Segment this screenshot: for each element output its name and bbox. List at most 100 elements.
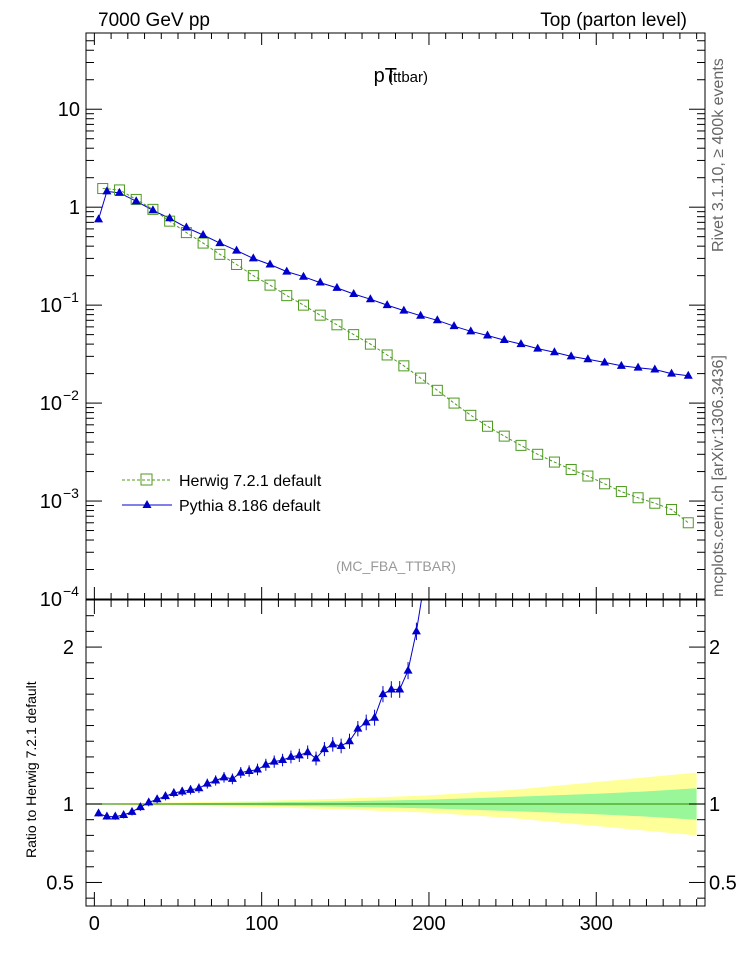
- header-energy: 7000 GeV pp: [98, 10, 210, 31]
- ratio-data-point: [386, 684, 396, 693]
- main-y-tick-label: 10: [40, 589, 62, 611]
- pythia-data-point: [633, 362, 643, 371]
- ratio-y-tick-label-right: 1: [709, 794, 720, 816]
- herwig-data-point: [431, 384, 443, 396]
- herwig-data-point: [666, 503, 678, 515]
- pythia-data-point: [566, 351, 576, 360]
- herwig-data-point: [448, 397, 460, 409]
- ratio-data-point: [269, 756, 279, 765]
- legend-pythia-label: Pythia 8.186 default: [179, 498, 321, 515]
- herwig-data-point: [130, 193, 142, 205]
- herwig-data-point: [482, 420, 494, 432]
- ratio-data-point: [94, 808, 104, 817]
- ratio-data-point: [169, 788, 179, 797]
- main-y-tick-label: 10: [58, 99, 80, 121]
- herwig-series-points: [97, 183, 694, 529]
- herwig-data-point: [498, 430, 510, 442]
- ratio-data-point: [219, 772, 229, 781]
- ratio-y-axis-label: Ratio to Herwig 7.2.1 default: [23, 681, 39, 858]
- pythia-data-point: [432, 315, 442, 324]
- main-y-tick-label: 1: [69, 197, 80, 219]
- pythia-data-point: [683, 370, 693, 379]
- ratio-data-point: [202, 778, 212, 787]
- pythia-data-point: [248, 253, 258, 262]
- herwig-data-point: [465, 409, 477, 421]
- legend-pythia-triangle-marker: [142, 500, 152, 508]
- pythia-series-points: [94, 186, 693, 379]
- ratio-data-point: [211, 775, 221, 784]
- ratio-data-point: [110, 811, 120, 820]
- ratio-data-point: [278, 755, 288, 764]
- ratio-data-point: [135, 802, 145, 811]
- ratio-data-point: [353, 723, 363, 732]
- herwig-data-point: [147, 203, 159, 215]
- pythia-data-point: [499, 335, 509, 344]
- pythia-data-point: [382, 300, 392, 309]
- ratio-data-point: [127, 806, 137, 815]
- ratio-axes: 0.5 0.5 1 1 2 2 0 100 200 300: [46, 600, 737, 935]
- ratio-data-point: [294, 750, 304, 759]
- ratio-data-point: [328, 739, 338, 748]
- ratio-data-point: [403, 665, 413, 674]
- ratio-data-point: [144, 797, 154, 806]
- herwig-data-point: [214, 248, 226, 260]
- plot-title: pT: [374, 65, 397, 87]
- herwig-data-point: [599, 478, 611, 490]
- herwig-data-point: [247, 270, 259, 282]
- ratio-data-point: [152, 794, 162, 803]
- ratio-y-tick-label-left: 2: [63, 637, 74, 659]
- herwig-data-point: [398, 360, 410, 372]
- pythia-data-point: [131, 196, 141, 205]
- pythia-data-point: [102, 186, 112, 195]
- ratio-data-point: [370, 712, 380, 721]
- pythia-data-point: [332, 282, 342, 291]
- ratio-pythia-points: [94, 622, 421, 820]
- pythia-data-point: [181, 222, 191, 231]
- pythia-data-point: [349, 288, 359, 297]
- herwig-data-point: [682, 517, 694, 529]
- header-observable: Top (parton level): [540, 10, 687, 31]
- herwig-data-point: [364, 338, 376, 350]
- ratio-y-tick-label-left: 0.5: [46, 872, 74, 894]
- ratio-y-tick-label-right: 0.5: [709, 872, 737, 894]
- pythia-data-point: [282, 266, 292, 275]
- pythia-data-point: [165, 213, 175, 222]
- ratio-y-tick-label-left: 1: [63, 794, 74, 816]
- herwig-data-point: [632, 492, 644, 504]
- pythia-data-point: [315, 277, 325, 286]
- main-y-tick-label: 10: [40, 393, 62, 415]
- herwig-data-point: [548, 456, 560, 468]
- ratio-data-point: [336, 740, 346, 749]
- ratio-data-point: [344, 736, 354, 745]
- pythia-data-point: [449, 321, 459, 330]
- herwig-data-point: [415, 372, 427, 384]
- ratio-y-tick-label-right: 2: [709, 637, 720, 659]
- ratio-data-point: [227, 773, 237, 782]
- ratio-data-point: [361, 717, 371, 726]
- ratio-data-point: [378, 689, 388, 698]
- herwig-data-point: [297, 299, 309, 311]
- legend-herwig-label: Herwig 7.2.1 default: [179, 473, 322, 490]
- pythia-series-line: [98, 190, 689, 377]
- pythia-data-point: [232, 245, 242, 254]
- herwig-data-point: [348, 329, 360, 341]
- herwig-data-point: [649, 497, 661, 509]
- pythia-data-point: [549, 347, 559, 356]
- pythia-data-point: [399, 305, 409, 314]
- ratio-data-point: [160, 791, 170, 800]
- pythia-data-point: [667, 368, 677, 377]
- main-y-tick-exponent: −3: [63, 485, 79, 501]
- pythia-data-point: [94, 214, 104, 223]
- ratio-data-point: [102, 811, 112, 820]
- pythia-data-point: [583, 354, 593, 363]
- herwig-data-point: [331, 319, 343, 331]
- herwig-data-point: [582, 470, 594, 482]
- ratio-data-point: [177, 786, 187, 795]
- pythia-data-point: [616, 360, 626, 369]
- herwig-data-point: [231, 258, 243, 270]
- ratio-pythia-line: [98, 600, 422, 818]
- pythia-data-point: [114, 187, 124, 196]
- main-y-tick-label: 10: [40, 491, 62, 513]
